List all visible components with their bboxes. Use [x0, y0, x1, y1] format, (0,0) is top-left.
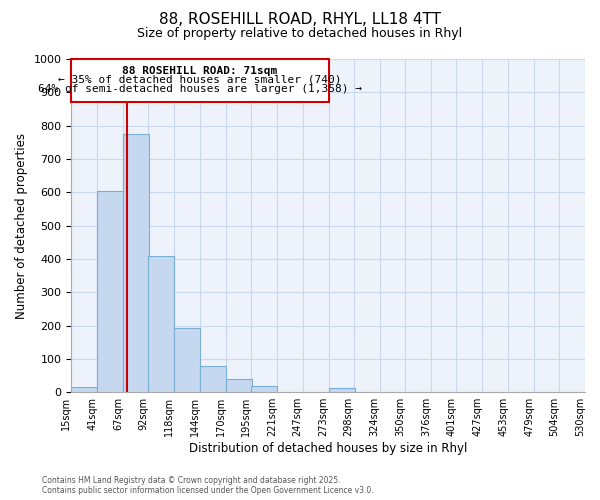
Bar — [123, 134, 149, 392]
Text: 88 ROSEHILL ROAD: 71sqm: 88 ROSEHILL ROAD: 71sqm — [122, 66, 278, 76]
Text: Size of property relative to detached houses in Rhyl: Size of property relative to detached ho… — [137, 28, 463, 40]
Bar — [200, 366, 226, 392]
Text: Contains HM Land Registry data © Crown copyright and database right 2025.
Contai: Contains HM Land Registry data © Crown c… — [42, 476, 374, 495]
Text: ← 35% of detached houses are smaller (740): ← 35% of detached houses are smaller (74… — [58, 75, 342, 85]
Bar — [174, 328, 200, 392]
Bar — [71, 59, 329, 102]
Text: 88, ROSEHILL ROAD, RHYL, LL18 4TT: 88, ROSEHILL ROAD, RHYL, LL18 4TT — [159, 12, 441, 28]
X-axis label: Distribution of detached houses by size in Rhyl: Distribution of detached houses by size … — [189, 442, 467, 455]
Bar — [71, 387, 97, 392]
Bar — [329, 388, 355, 392]
Bar — [251, 386, 277, 392]
Bar — [226, 379, 252, 392]
Y-axis label: Number of detached properties: Number of detached properties — [15, 132, 28, 318]
Text: 64% of semi-detached houses are larger (1,358) →: 64% of semi-detached houses are larger (… — [38, 84, 362, 94]
Bar — [97, 190, 123, 392]
Bar — [148, 256, 174, 392]
